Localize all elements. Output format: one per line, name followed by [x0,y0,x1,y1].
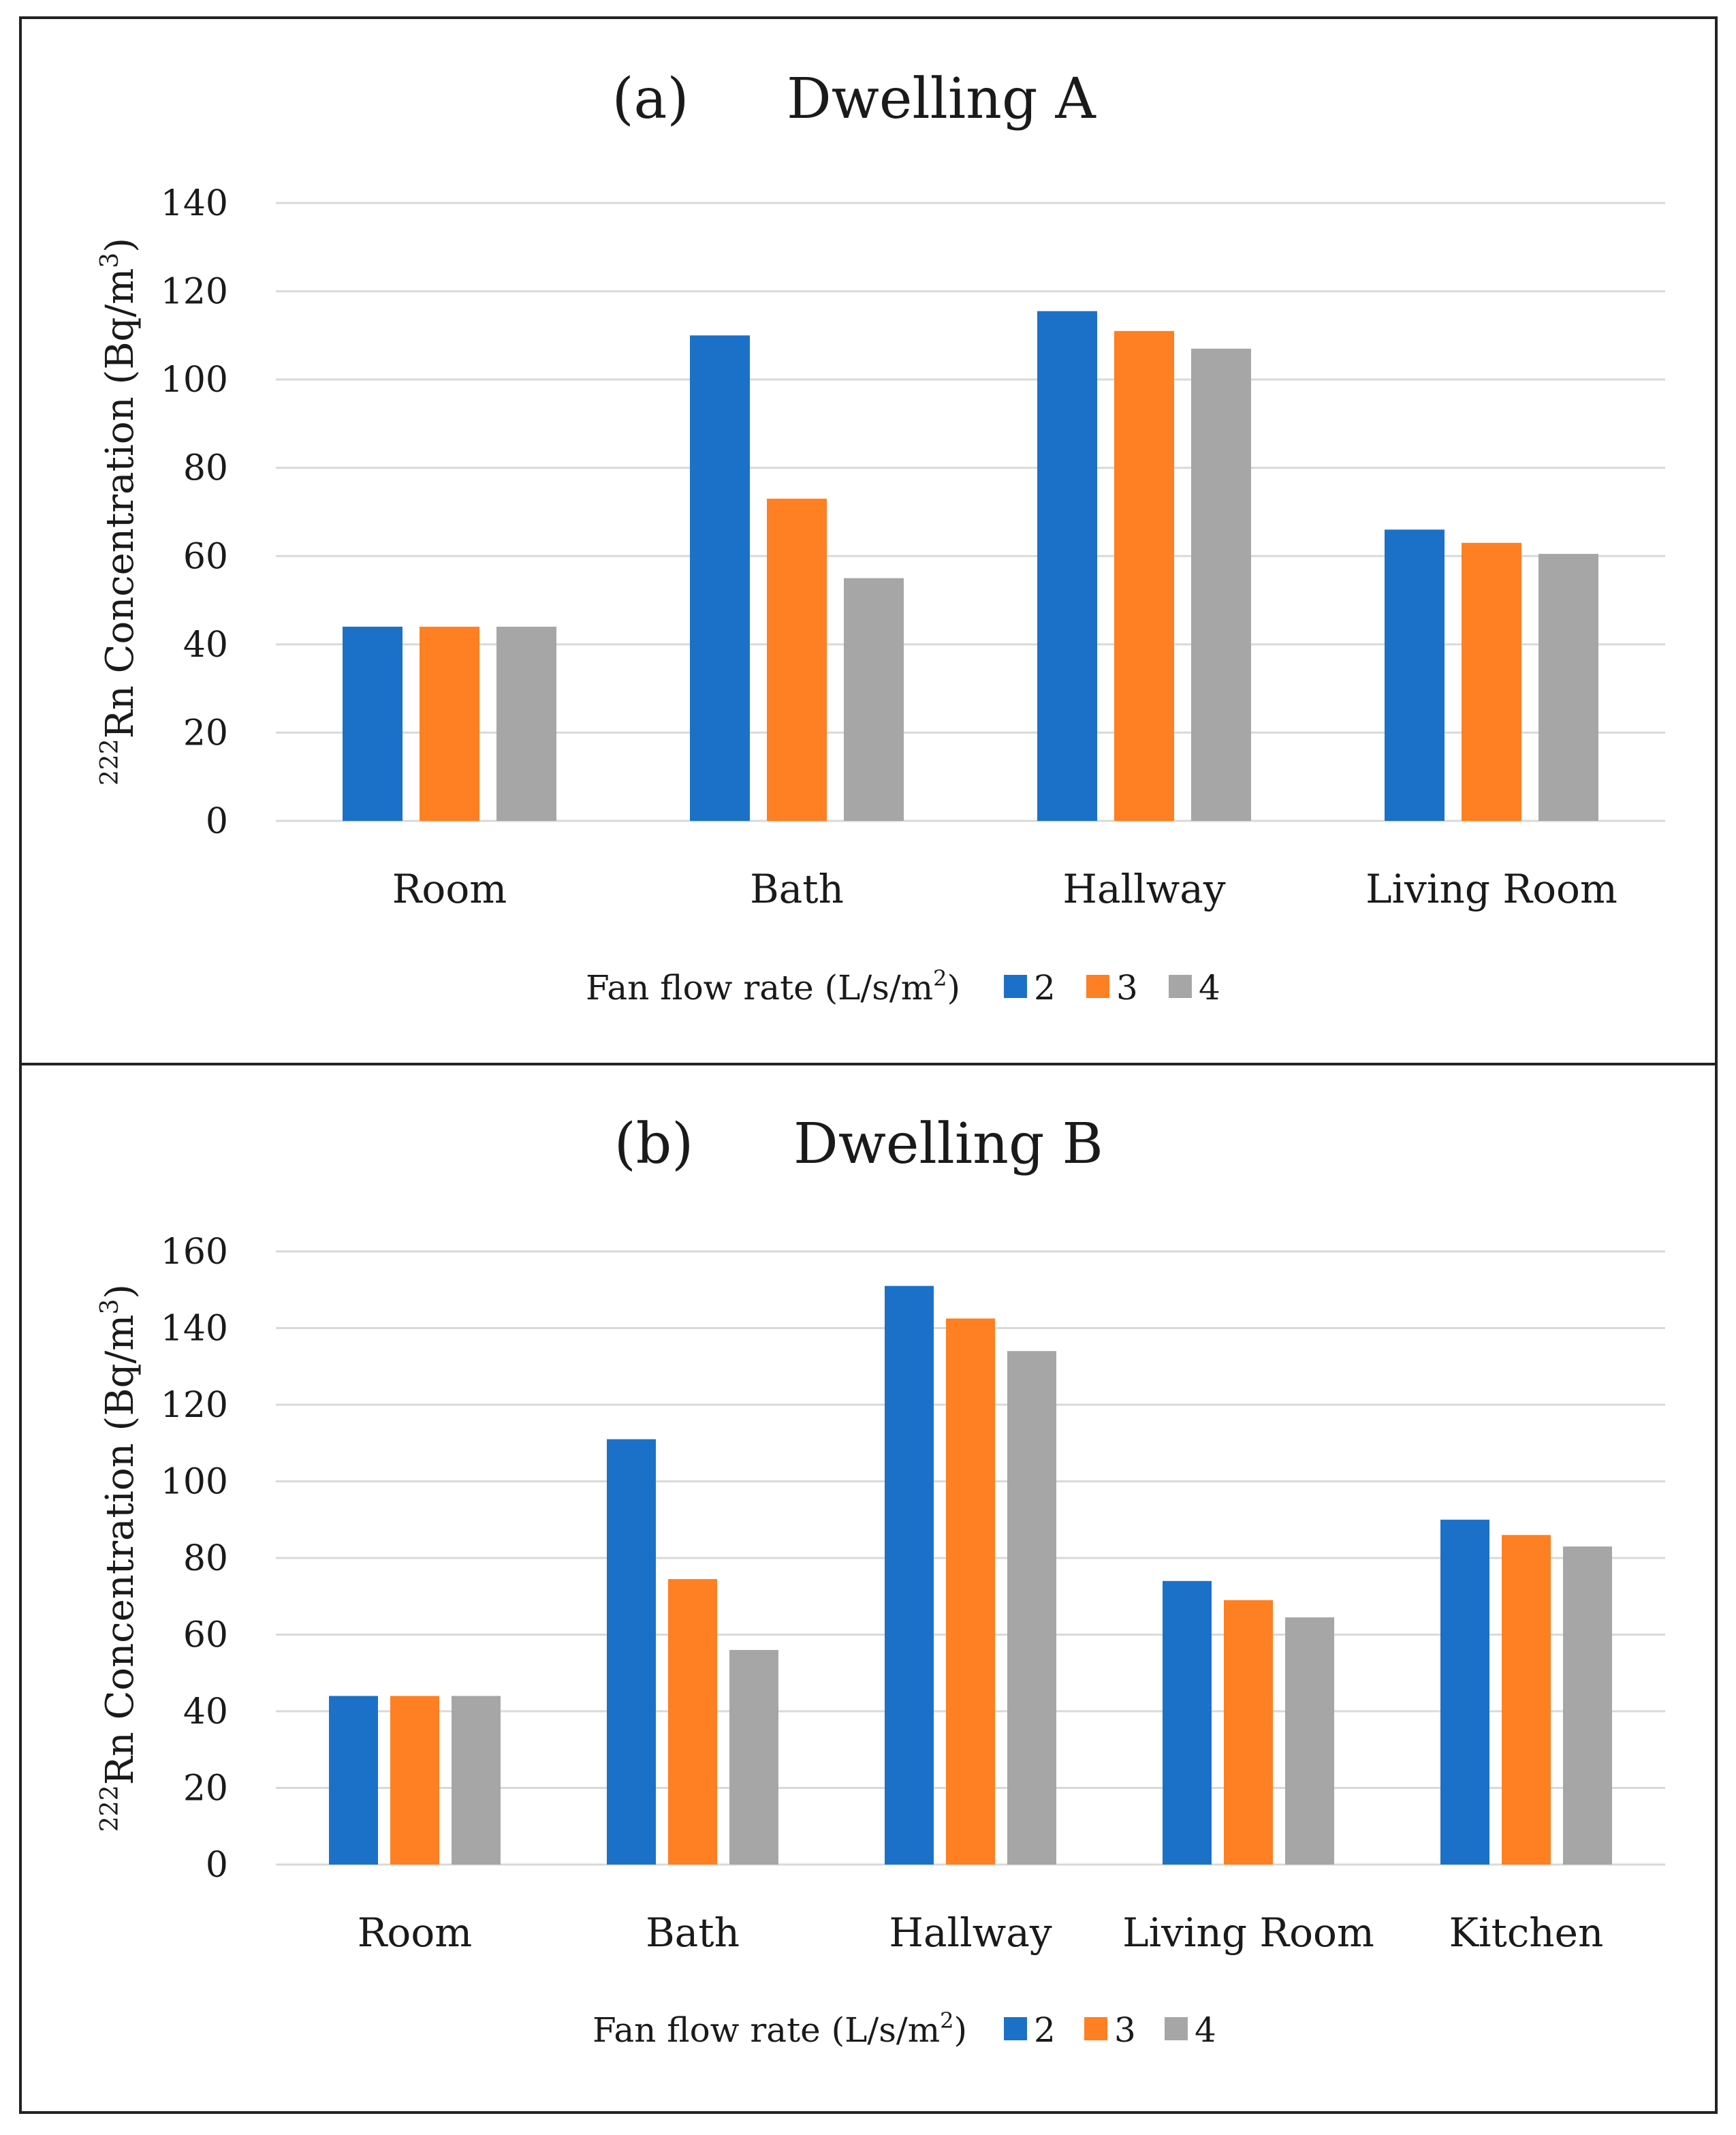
y-tick-label: 60 [183,1615,228,1656]
x-category-label: Living Room [1366,866,1617,912]
bar-4-living-room [1285,1617,1334,1865]
x-category-label: Kitchen [1449,1910,1604,1956]
bar-4-hallway [1191,348,1251,821]
x-category-label: Room [358,1910,473,1956]
bar-3-room [390,1696,439,1865]
bar-4-living-room [1538,554,1598,821]
y-tick-label: 40 [183,1692,228,1732]
legend-label-3: 3 [1116,968,1138,1008]
bar-4-bath [844,578,904,821]
bar-3-bath [767,499,827,821]
y-axis-label: 222Rn Concentration (Bq/m3) [96,238,142,785]
legend-swatch-2 [1004,2017,1027,2040]
panel-label: (a) [612,67,689,131]
y-tick-label: 0 [206,801,228,842]
bar-2-room [329,1696,378,1865]
y-tick-label: 20 [183,713,228,753]
y-tick-label: 160 [161,1232,228,1273]
bar-2-room [343,626,403,821]
chart-dwelling-a: (a) Dwelling A 0 20 40 60 80 100 120 140 222Rn Con… [96,67,1665,1008]
legend-swatch-3 [1084,2017,1107,2040]
x-category-label: Bath [646,1910,740,1956]
y-tick-label: 120 [161,272,228,313]
y-tick-label: 100 [161,1462,228,1503]
bar-3-kitchen [1502,1535,1551,1865]
bar-2-kitchen [1440,1519,1489,1865]
y-axis-label: 222Rn Concentration (Bq/m3) [96,1284,142,1832]
legend-label-4: 4 [1195,2010,1216,2050]
chart-title: Dwelling B [793,1112,1103,1176]
y-tick-label: 140 [161,1309,228,1350]
x-category-label: Room [392,866,507,912]
bar-3-bath [668,1578,717,1865]
y-tick-label: 120 [161,1385,228,1426]
bar-2-bath [607,1439,656,1865]
legend-swatch-2 [1004,975,1027,998]
y-tick-label: 80 [183,448,228,489]
bar-2-bath [690,335,750,821]
bar-4-kitchen [1563,1546,1612,1865]
bar-4-hallway [1007,1351,1056,1865]
y-tick-label: 80 [183,1538,228,1579]
x-category-label: Bath [750,866,844,912]
bar-3-living-room [1462,542,1521,821]
bar-4-room [496,626,556,821]
y-tick-label: 20 [183,1768,228,1809]
bar-3-living-room [1224,1600,1273,1865]
legend-swatch-4 [1169,975,1192,998]
y-tick-label: 60 [183,536,228,577]
bar-3-room [420,626,479,821]
x-category-label: Hallway [1062,866,1225,912]
legend-title: Fan flow rate (L/s/m2) [593,2008,967,2050]
y-tick-label: 40 [183,625,228,666]
legend-title: Fan flow rate (L/s/m2) [586,965,960,1008]
legend-label-4: 4 [1199,968,1220,1008]
bar-2-hallway [885,1285,934,1865]
legend-label-3: 3 [1114,2010,1136,2050]
bar-3-hallway [1114,330,1174,822]
legend-swatch-3 [1086,975,1109,998]
chart-dwelling-b: (b) Dwelling B 0 20 40 60 80 100 120 140 160 222Rn … [96,1112,1665,2050]
bar-2-hallway [1037,311,1097,822]
y-tick-label: 100 [161,360,228,401]
x-category-label: Living Room [1122,1910,1374,1956]
bar-2-living-room [1385,529,1445,821]
chart-title: Dwelling A [787,67,1097,131]
legend-label-2: 2 [1034,968,1056,1008]
y-tick-label: 140 [161,183,228,224]
legend-swatch-4 [1165,2017,1188,2040]
panel-label: (b) [614,1112,693,1176]
bar-2-living-room [1163,1580,1212,1865]
bar-4-room [452,1696,501,1865]
y-tick-label: 0 [206,1845,228,1886]
x-category-label: Hallway [889,1910,1052,1956]
bar-4-bath [729,1650,778,1865]
legend-label-2: 2 [1034,2010,1056,2050]
bar-3-hallway [946,1318,995,1865]
